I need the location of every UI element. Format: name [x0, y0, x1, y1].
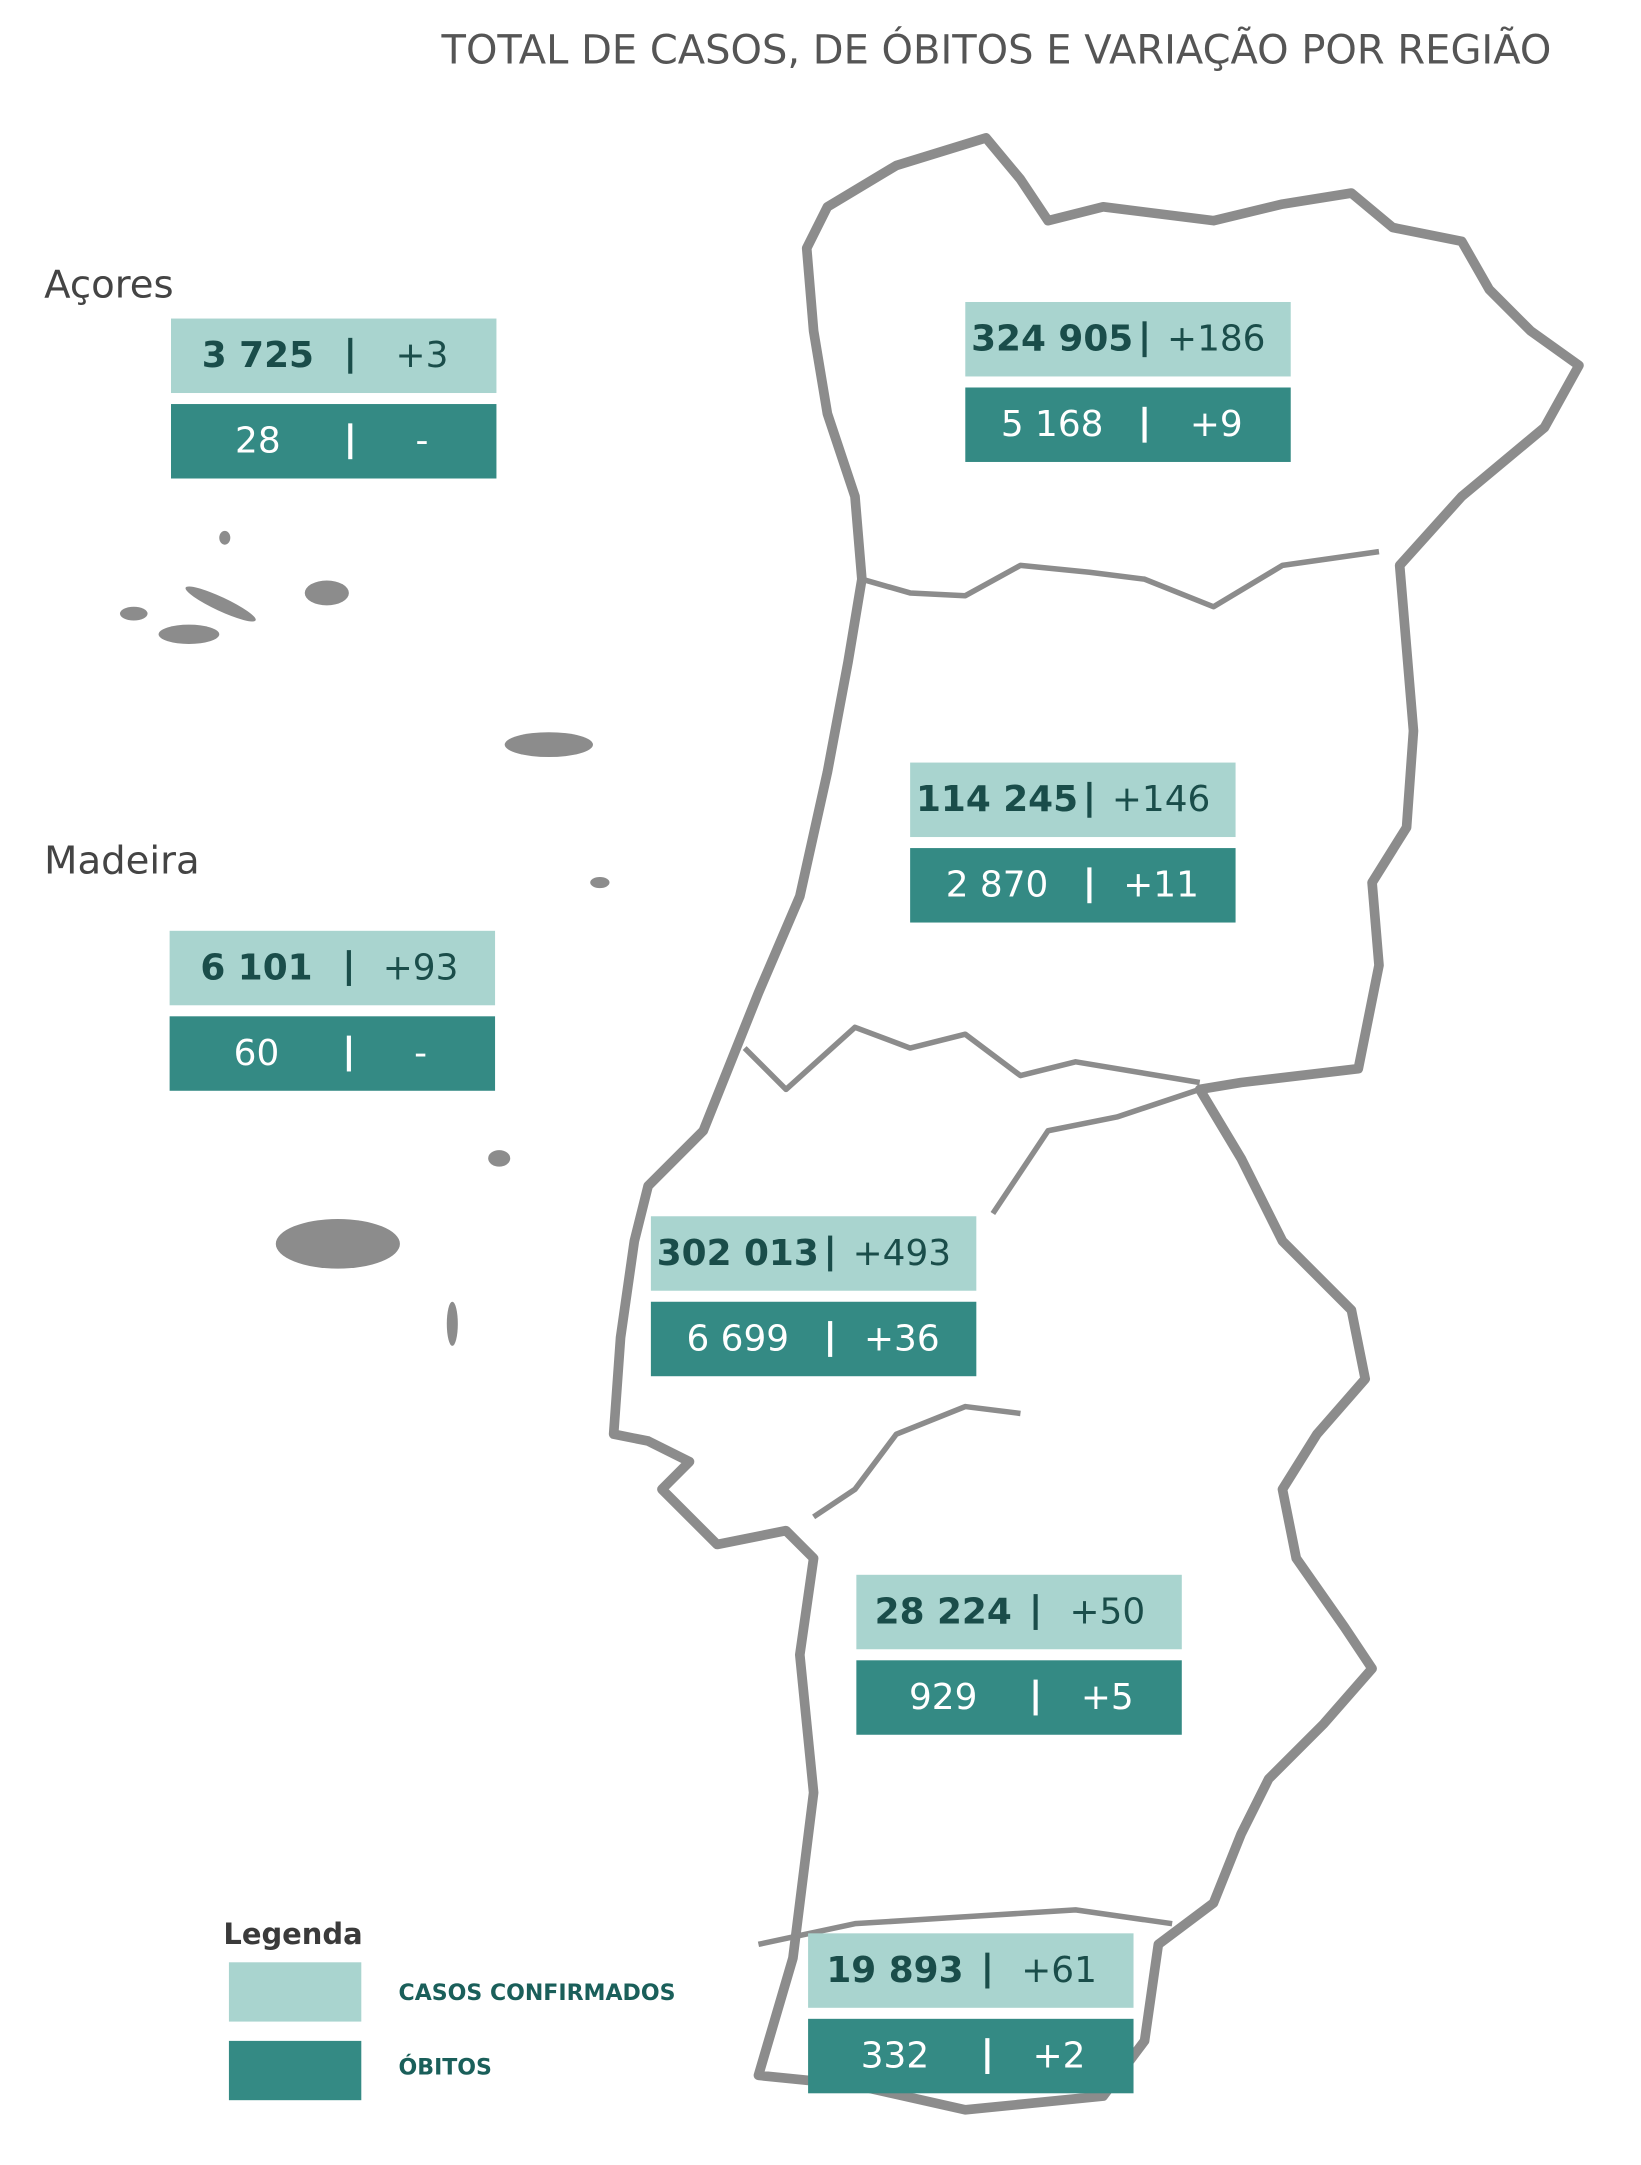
- deaths-value: 28: [235, 421, 281, 462]
- map: [119, 133, 1584, 2115]
- region-border: [742, 1024, 1201, 1093]
- deaths-box: [650, 1301, 977, 1377]
- cases-value: 3 725: [202, 335, 314, 376]
- cases-change: +50: [1069, 1591, 1145, 1632]
- cases-value: 114 245: [916, 779, 1078, 820]
- legend-swatch: [228, 1962, 362, 2022]
- cases-change: +493: [853, 1233, 951, 1274]
- cases-change: +61: [1021, 1950, 1097, 1991]
- deaths-change: +11: [1123, 865, 1199, 906]
- deaths-change: -: [414, 1033, 427, 1074]
- island: [119, 606, 148, 621]
- cases-box: [650, 1216, 977, 1291]
- cases-change: +3: [396, 335, 449, 376]
- deaths-box: [856, 1660, 1182, 1735]
- legend-label: CASOS CONFIRMADOS: [399, 1981, 676, 2006]
- deaths-box: [808, 2018, 1134, 2094]
- island: [158, 624, 220, 644]
- cases-box: [856, 1574, 1182, 1650]
- island: [504, 732, 593, 758]
- deaths-box: [910, 848, 1236, 923]
- deaths-value: 2 870: [946, 865, 1049, 906]
- cases-change: +146: [1112, 779, 1210, 820]
- deaths-value: 5 168: [1001, 404, 1104, 445]
- region-border: [757, 1907, 1173, 1948]
- cases-change: +186: [1167, 319, 1265, 360]
- deaths-change: -: [416, 421, 429, 462]
- deaths-value: 929: [909, 1677, 977, 1718]
- island: [488, 1150, 511, 1167]
- deaths-box: [171, 404, 497, 479]
- islands: [119, 530, 610, 1346]
- island: [590, 877, 610, 889]
- cases-box: [171, 318, 497, 394]
- deaths-value: 332: [861, 2035, 929, 2076]
- cases-value: 19 893: [826, 1950, 963, 1991]
- deaths-box: [965, 387, 1291, 462]
- region-border: [812, 1403, 1021, 1520]
- legend-swatch: [228, 2040, 362, 2101]
- region-label: Açores: [44, 262, 173, 307]
- island: [275, 1219, 400, 1269]
- cases-box: [808, 1933, 1134, 2008]
- legend-title: Legenda: [223, 1917, 362, 1951]
- deaths-value: 6 699: [686, 1318, 789, 1359]
- legend-label: ÓBITOS: [399, 2054, 492, 2080]
- cases-box: [965, 301, 1291, 377]
- deaths-change: +9: [1190, 404, 1243, 445]
- island: [185, 586, 256, 622]
- region-border: [861, 548, 1380, 610]
- cases-value: 324 905: [971, 319, 1133, 360]
- deaths-change: +5: [1081, 1677, 1134, 1718]
- deaths-change: +2: [1033, 2035, 1086, 2076]
- cases-value: 28 224: [875, 1591, 1012, 1632]
- island: [219, 530, 231, 545]
- deaths-value: 60: [234, 1033, 280, 1074]
- cases-value: 302 013: [657, 1233, 819, 1274]
- deaths-box: [169, 1016, 496, 1091]
- cases-box: [169, 930, 496, 1006]
- cases-value: 6 101: [200, 947, 312, 988]
- deaths-change: +36: [864, 1318, 940, 1359]
- cases-box: [910, 762, 1236, 838]
- region-label: Madeira: [44, 839, 200, 884]
- island: [304, 580, 349, 606]
- island: [446, 1301, 458, 1346]
- region-border: [990, 1086, 1201, 1216]
- title: TOTAL DE CASOS, DE ÓBITOS E VARIAÇÃO POR…: [441, 25, 1552, 73]
- cases-change: +93: [383, 947, 459, 988]
